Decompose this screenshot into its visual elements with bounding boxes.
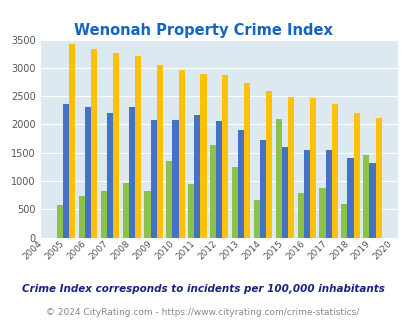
Bar: [331, 104, 337, 238]
Bar: [297, 193, 303, 238]
Bar: [172, 120, 178, 238]
Bar: [200, 74, 206, 238]
Bar: [353, 113, 359, 238]
Text: © 2024 CityRating.com - https://www.cityrating.com/crime-statistics/: © 2024 CityRating.com - https://www.city…: [46, 308, 359, 317]
Bar: [362, 155, 369, 238]
Bar: [319, 188, 325, 238]
Bar: [91, 49, 97, 238]
Bar: [100, 191, 107, 238]
Bar: [188, 184, 194, 238]
Bar: [253, 200, 259, 238]
Bar: [150, 120, 156, 238]
Bar: [166, 161, 172, 238]
Bar: [237, 130, 243, 238]
Bar: [69, 44, 75, 238]
Bar: [156, 65, 162, 238]
Bar: [259, 140, 265, 238]
Bar: [107, 113, 113, 238]
Bar: [341, 204, 347, 238]
Bar: [243, 83, 250, 238]
Bar: [215, 121, 222, 238]
Bar: [134, 56, 141, 238]
Bar: [375, 118, 381, 238]
Bar: [209, 145, 215, 238]
Bar: [57, 205, 63, 238]
Bar: [347, 158, 353, 238]
Bar: [79, 196, 85, 238]
Bar: [265, 90, 271, 238]
Bar: [309, 98, 315, 238]
Bar: [369, 163, 375, 238]
Bar: [128, 108, 134, 238]
Bar: [281, 147, 287, 238]
Bar: [275, 119, 281, 238]
Text: Wenonah Property Crime Index: Wenonah Property Crime Index: [73, 23, 332, 38]
Bar: [122, 183, 128, 238]
Bar: [113, 53, 119, 238]
Bar: [231, 167, 237, 238]
Text: Crime Index corresponds to incidents per 100,000 inhabitants: Crime Index corresponds to incidents per…: [21, 284, 384, 294]
Bar: [222, 75, 228, 238]
Bar: [85, 108, 91, 238]
Bar: [287, 97, 293, 238]
Bar: [303, 150, 309, 238]
Bar: [325, 150, 331, 238]
Bar: [63, 104, 69, 238]
Bar: [194, 115, 200, 238]
Bar: [144, 191, 150, 238]
Bar: [178, 70, 184, 238]
